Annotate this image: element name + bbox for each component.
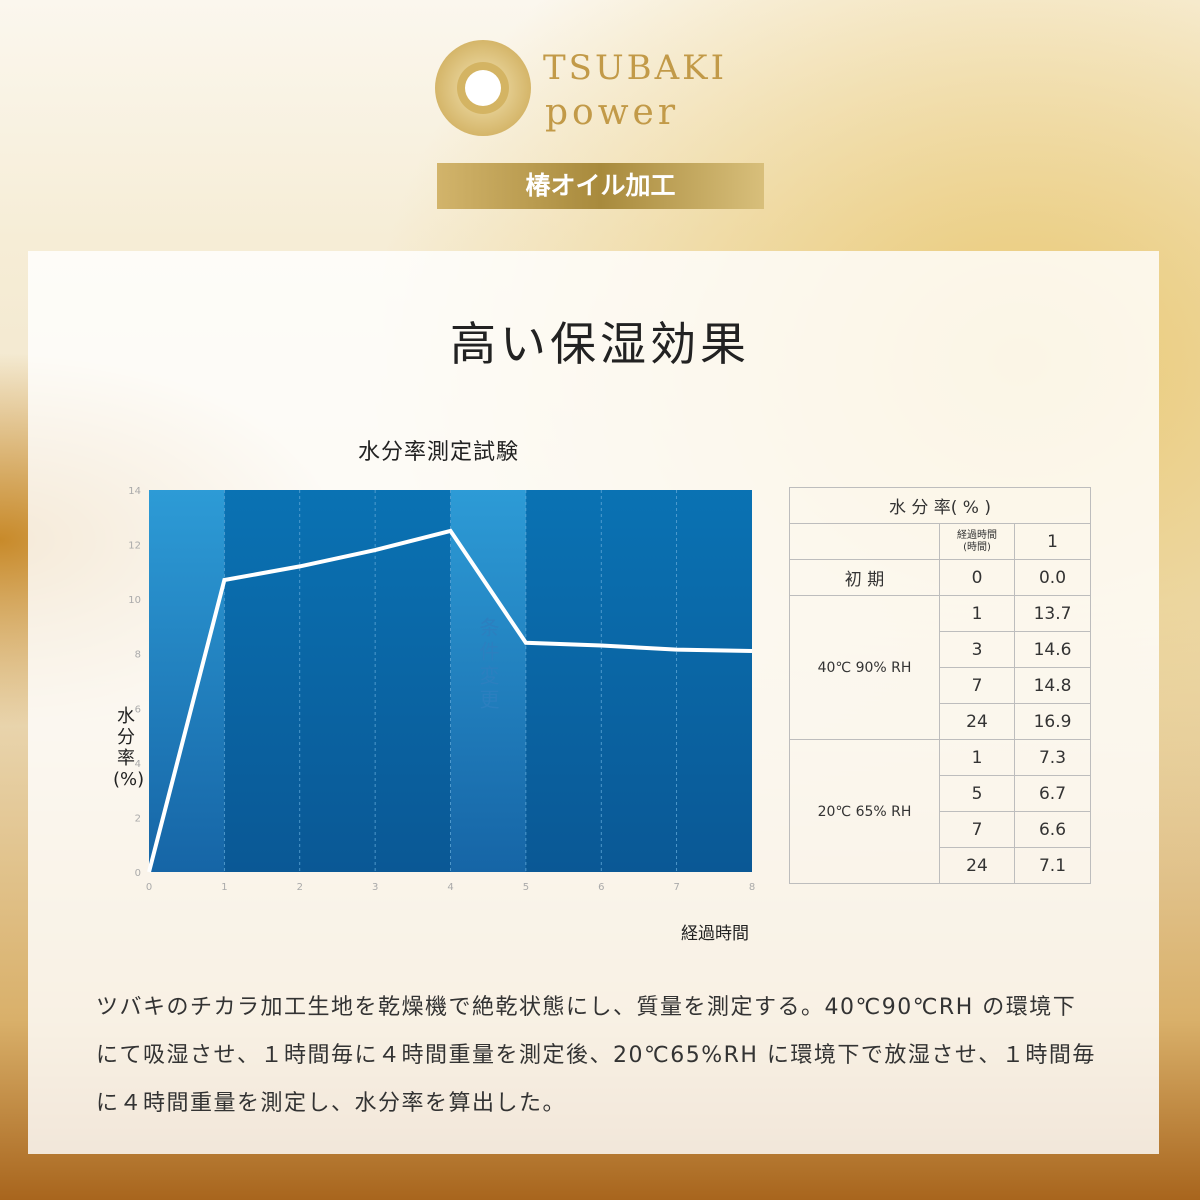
x-tick-label: 3 bbox=[372, 882, 378, 893]
y-tick-label: 0 bbox=[135, 868, 141, 879]
table-header: 水 分 率( % ) bbox=[789, 487, 1091, 524]
time-cell: 0 bbox=[939, 559, 1015, 596]
value-cell: 7.1 bbox=[1014, 847, 1091, 884]
x-axis-label: 経過時間 bbox=[681, 924, 749, 944]
table-row: 24 16.9 bbox=[790, 703, 1091, 740]
x-tick-label: 6 bbox=[598, 882, 604, 893]
value-cell: 0.0 bbox=[1014, 559, 1091, 596]
condition-change-annotation: 条件変更 bbox=[476, 617, 500, 713]
moisture-table: 水 分 率( % ) 経過時間 (時間) 1 初 期 0 0.0 40℃ 90% RH 1… bbox=[789, 487, 1091, 884]
time-cell: 24 bbox=[939, 703, 1015, 740]
chart-title: 水分率測定試験 bbox=[358, 440, 520, 465]
description: ツバキのチカラ加工生地を乾燥機で絶乾状態にし、質量を測定する。40℃90℃RH … bbox=[96, 995, 1096, 1116]
time-cell: 5 bbox=[939, 775, 1015, 812]
y-tick-label: 4 bbox=[135, 759, 141, 770]
col-time-header: 経過時間 (時間) bbox=[939, 523, 1015, 560]
y-tick-label: 8 bbox=[135, 650, 141, 661]
brand-subname: power bbox=[545, 92, 680, 133]
table-row: 24 7.1 bbox=[790, 847, 1091, 884]
table-row: 20℃ 65% RH 1 7.3 bbox=[789, 739, 1091, 884]
group-label: 20℃ 65% RH bbox=[789, 739, 940, 884]
table-row: 40℃ 90% RH 1 13.7 bbox=[789, 595, 1091, 740]
table-row: 3 14.6 bbox=[790, 631, 1091, 668]
page-title: 高い保湿効果 bbox=[450, 317, 750, 371]
highlight-band bbox=[149, 490, 225, 872]
time-cell: 7 bbox=[939, 667, 1015, 704]
time-cell: 1 bbox=[939, 595, 1015, 632]
value-cell: 13.7 bbox=[1014, 595, 1091, 632]
brand-logo: TSUBAKI power bbox=[435, 40, 765, 140]
y-axis-label: 水分率(%) bbox=[113, 706, 145, 790]
y-tick-label: 6 bbox=[135, 704, 141, 715]
time-cell: 3 bbox=[939, 631, 1015, 668]
x-tick-label: 5 bbox=[523, 882, 529, 893]
x-tick-label: 4 bbox=[447, 882, 453, 893]
y-tick-label: 12 bbox=[128, 541, 141, 552]
value-cell: 6.6 bbox=[1014, 811, 1091, 848]
value-cell: 14.6 bbox=[1014, 631, 1091, 668]
x-tick-label: 7 bbox=[673, 882, 679, 893]
x-tick-label: 1 bbox=[221, 882, 227, 893]
x-tick-label: 2 bbox=[297, 882, 303, 893]
group-label: 40℃ 90% RH bbox=[789, 595, 940, 740]
y-tick-label: 14 bbox=[128, 486, 141, 497]
group-label: 初 期 bbox=[789, 559, 940, 596]
table-row: 7 14.8 bbox=[790, 667, 1091, 704]
y-tick-label: 2 bbox=[135, 813, 141, 824]
y-tick-label: 10 bbox=[128, 595, 141, 606]
brand-name: TSUBAKI bbox=[543, 48, 727, 88]
col-value-header: 1 bbox=[1014, 523, 1091, 560]
empty-cell bbox=[789, 523, 940, 560]
value-cell: 6.7 bbox=[1014, 775, 1091, 812]
value-cell: 7.3 bbox=[1014, 739, 1091, 776]
time-cell: 24 bbox=[939, 847, 1015, 884]
table-row: 5 6.7 bbox=[790, 775, 1091, 812]
table-row: 7 6.6 bbox=[790, 811, 1091, 848]
table-row: 初 期 0 0.0 bbox=[789, 559, 1091, 596]
x-tick-label: 8 bbox=[749, 882, 755, 893]
value-cell: 16.9 bbox=[1014, 703, 1091, 740]
time-cell: 7 bbox=[939, 811, 1015, 848]
value-cell: 14.8 bbox=[1014, 667, 1091, 704]
time-cell: 1 bbox=[939, 739, 1015, 776]
feature-badge: 椿オイル加工 bbox=[437, 163, 764, 209]
camellia-logo-icon bbox=[435, 40, 531, 136]
x-tick-label: 0 bbox=[146, 882, 152, 893]
highlight-band bbox=[450, 490, 526, 872]
